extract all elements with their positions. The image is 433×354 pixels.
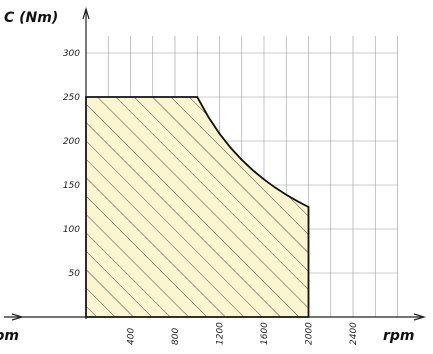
x-axis-arrow-left <box>11 313 25 321</box>
x-tick-label: 400 <box>127 328 137 345</box>
axes <box>4 6 427 321</box>
y-axis-title: C (Nm) <box>4 10 58 26</box>
x-tick-label: 800 <box>171 328 181 345</box>
tick-labels: 50 100 150 200 250 300 400 800 1200 1600 2000 2400 <box>63 49 359 345</box>
y-tick-label: 300 <box>63 49 80 59</box>
x-tick-label: 2400 <box>349 322 359 345</box>
x-axis-title-left: rpm <box>0 328 19 344</box>
x-axis-title: rpm <box>383 328 415 344</box>
y-tick-label: 50 <box>69 269 81 279</box>
y-axis-arrow <box>82 6 90 20</box>
y-tick-label: 250 <box>63 93 80 103</box>
operating-region-area <box>85 96 310 318</box>
y-tick-label: 200 <box>63 137 80 147</box>
x-tick-label: 1600 <box>260 322 270 345</box>
x-tick-label: 1200 <box>216 322 226 345</box>
x-tick-label: 2000 <box>305 322 315 345</box>
operating-region <box>85 96 310 318</box>
y-tick-label: 100 <box>63 225 80 235</box>
x-axis-arrow <box>413 313 427 321</box>
y-tick-label: 150 <box>63 181 80 191</box>
